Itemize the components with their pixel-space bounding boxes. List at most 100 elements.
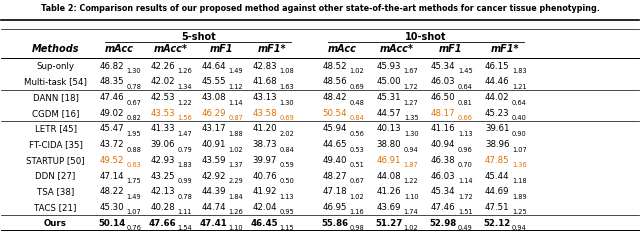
Text: 50.14: 50.14 (98, 219, 125, 227)
Text: 46.50: 46.50 (431, 93, 455, 102)
Text: 50.54: 50.54 (323, 109, 347, 118)
Text: Ours: Ours (44, 219, 67, 227)
Text: 1.88: 1.88 (228, 131, 243, 137)
Text: 1.07: 1.07 (127, 209, 141, 215)
Text: 0.50: 0.50 (280, 178, 294, 184)
Text: 1.14: 1.14 (228, 100, 243, 106)
Text: 0.66: 0.66 (458, 115, 473, 121)
Text: 45.00: 45.00 (376, 77, 401, 86)
Text: 51.27: 51.27 (375, 219, 403, 227)
Text: FT-CIDA [35]: FT-CIDA [35] (29, 140, 83, 149)
Text: 0.59: 0.59 (280, 162, 294, 168)
Text: 45.30: 45.30 (99, 203, 124, 212)
Text: 0.56: 0.56 (349, 131, 364, 137)
Text: 1.49: 1.49 (127, 194, 141, 200)
Text: 0.98: 0.98 (349, 225, 364, 231)
Text: 43.17: 43.17 (201, 125, 226, 133)
Text: 0.78: 0.78 (177, 194, 193, 200)
Text: 49.40: 49.40 (323, 156, 347, 165)
Text: 1.13: 1.13 (280, 194, 294, 200)
Text: 1.27: 1.27 (404, 100, 419, 106)
Text: 0.40: 0.40 (512, 115, 527, 121)
Text: 0.76: 0.76 (127, 225, 141, 231)
Text: 48.22: 48.22 (99, 187, 124, 196)
Text: 38.96: 38.96 (485, 140, 509, 149)
Text: 45.31: 45.31 (376, 93, 401, 102)
Text: Methods: Methods (32, 44, 79, 54)
Text: 0.63: 0.63 (127, 162, 141, 168)
Text: 1.21: 1.21 (512, 84, 527, 90)
Text: 1.89: 1.89 (512, 194, 527, 200)
Text: 41.20: 41.20 (252, 125, 277, 133)
Text: 0.87: 0.87 (228, 115, 243, 121)
Text: TACS [21]: TACS [21] (35, 203, 77, 212)
Text: 41.92: 41.92 (252, 187, 277, 196)
Text: 45.34: 45.34 (431, 62, 455, 71)
Text: mF1*: mF1* (258, 44, 287, 54)
Text: 1.02: 1.02 (349, 194, 364, 200)
Text: mF1: mF1 (439, 44, 462, 54)
Text: 40.91: 40.91 (202, 140, 226, 149)
Text: 0.67: 0.67 (349, 178, 364, 184)
Text: 49.02: 49.02 (99, 109, 124, 118)
Text: 1.37: 1.37 (228, 162, 243, 168)
Text: 43.25: 43.25 (150, 172, 175, 180)
Text: 1.26: 1.26 (228, 209, 243, 215)
Text: 39.06: 39.06 (150, 140, 175, 149)
Text: 45.55: 45.55 (201, 77, 226, 86)
Text: 0.48: 0.48 (349, 100, 364, 106)
Text: 40.76: 40.76 (252, 172, 277, 180)
Text: 48.42: 48.42 (323, 93, 347, 102)
Text: 46.45: 46.45 (251, 219, 278, 227)
Text: 1.16: 1.16 (349, 209, 364, 215)
Text: 1.54: 1.54 (177, 225, 192, 231)
Text: 0.51: 0.51 (349, 162, 364, 168)
Text: 46.38: 46.38 (431, 156, 455, 165)
Text: 49.52: 49.52 (99, 156, 124, 165)
Text: 0.69: 0.69 (349, 84, 364, 90)
Text: 1.02: 1.02 (228, 147, 243, 153)
Text: TSA [38]: TSA [38] (37, 187, 74, 196)
Text: 40.94: 40.94 (431, 140, 455, 149)
Text: 1.02: 1.02 (404, 225, 419, 231)
Text: 1.15: 1.15 (280, 225, 294, 231)
Text: 0.79: 0.79 (177, 147, 192, 153)
Text: 38.80: 38.80 (376, 140, 401, 149)
Text: 1.10: 1.10 (404, 194, 419, 200)
Text: 0.81: 0.81 (458, 100, 473, 106)
Text: 1.35: 1.35 (404, 115, 419, 121)
Text: 42.53: 42.53 (150, 93, 175, 102)
Text: 1.07: 1.07 (512, 147, 527, 153)
Text: 0.84: 0.84 (280, 147, 294, 153)
Text: 5-shot: 5-shot (181, 32, 216, 42)
Text: 1.11: 1.11 (178, 209, 192, 215)
Text: 48.35: 48.35 (99, 77, 124, 86)
Text: 1.13: 1.13 (458, 131, 472, 137)
Text: 47.51: 47.51 (485, 203, 509, 212)
Text: 47.14: 47.14 (99, 172, 124, 180)
Text: 10-shot: 10-shot (405, 32, 447, 42)
Text: 45.34: 45.34 (431, 187, 455, 196)
Text: 0.94: 0.94 (512, 225, 527, 231)
Text: 0.64: 0.64 (458, 84, 473, 90)
Text: 2.02: 2.02 (280, 131, 294, 137)
Text: 0.84: 0.84 (349, 115, 364, 121)
Text: 0.95: 0.95 (280, 209, 294, 215)
Text: 42.83: 42.83 (252, 62, 277, 71)
Text: 44.46: 44.46 (485, 77, 509, 86)
Text: mAcc*: mAcc* (380, 44, 413, 54)
Text: 1.02: 1.02 (349, 68, 364, 74)
Text: 1.83: 1.83 (512, 68, 527, 74)
Text: 1.67: 1.67 (404, 68, 419, 74)
Text: 43.58: 43.58 (252, 109, 277, 118)
Text: 46.95: 46.95 (323, 203, 347, 212)
Text: 0.67: 0.67 (127, 100, 141, 106)
Text: 43.72: 43.72 (99, 140, 124, 149)
Text: 0.53: 0.53 (349, 147, 364, 153)
Text: DDN [27]: DDN [27] (35, 172, 76, 180)
Text: 52.98: 52.98 (429, 219, 456, 227)
Text: 0.49: 0.49 (458, 225, 473, 231)
Text: 42.13: 42.13 (150, 187, 175, 196)
Text: 0.64: 0.64 (512, 100, 527, 106)
Text: 1.75: 1.75 (127, 178, 141, 184)
